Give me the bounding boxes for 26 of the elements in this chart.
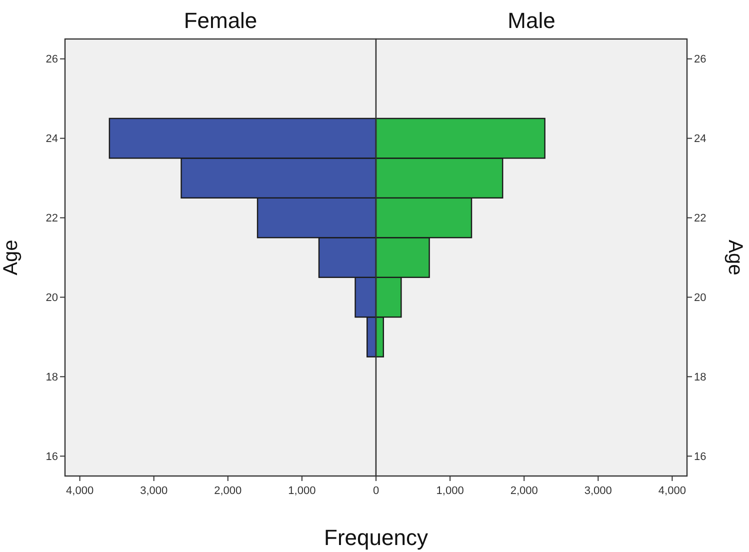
y-axis-title: Age bbox=[0, 240, 22, 276]
y-tick-label: 20 bbox=[46, 292, 58, 304]
x-tick-label: 1,000 bbox=[436, 485, 464, 497]
x-tick-label: 2,000 bbox=[510, 485, 538, 497]
x-tick-label: 3,000 bbox=[584, 485, 612, 497]
y-tick-label: 22 bbox=[46, 212, 58, 225]
y-tick-label: 24 bbox=[694, 133, 706, 146]
chart-title: Male bbox=[508, 8, 556, 33]
x-tick-label: 3,000 bbox=[140, 485, 168, 497]
y-tick-label: 24 bbox=[46, 133, 58, 146]
y-axis-title: Age bbox=[724, 240, 746, 276]
y-tick-label: 26 bbox=[46, 54, 58, 66]
chart-title: Female bbox=[184, 8, 258, 33]
x-tick-label: 0 bbox=[372, 485, 380, 497]
y-tick-label: 22 bbox=[694, 212, 706, 225]
y-tick-label: 16 bbox=[46, 450, 58, 463]
x-tick-label: 2,000 bbox=[214, 485, 242, 497]
x-axis-title: Frequency bbox=[324, 525, 428, 550]
x-tick-label: 4,000 bbox=[658, 485, 686, 497]
x-tick-label: 4,000 bbox=[66, 485, 94, 497]
y-tick-label: 26 bbox=[694, 54, 706, 66]
y-tick-label: 20 bbox=[694, 292, 706, 304]
y-tick-label: 16 bbox=[694, 450, 706, 463]
y-tick-label: 18 bbox=[694, 372, 706, 384]
x-tick-label: 1,000 bbox=[288, 485, 316, 497]
y-tick-label: 18 bbox=[46, 372, 58, 384]
